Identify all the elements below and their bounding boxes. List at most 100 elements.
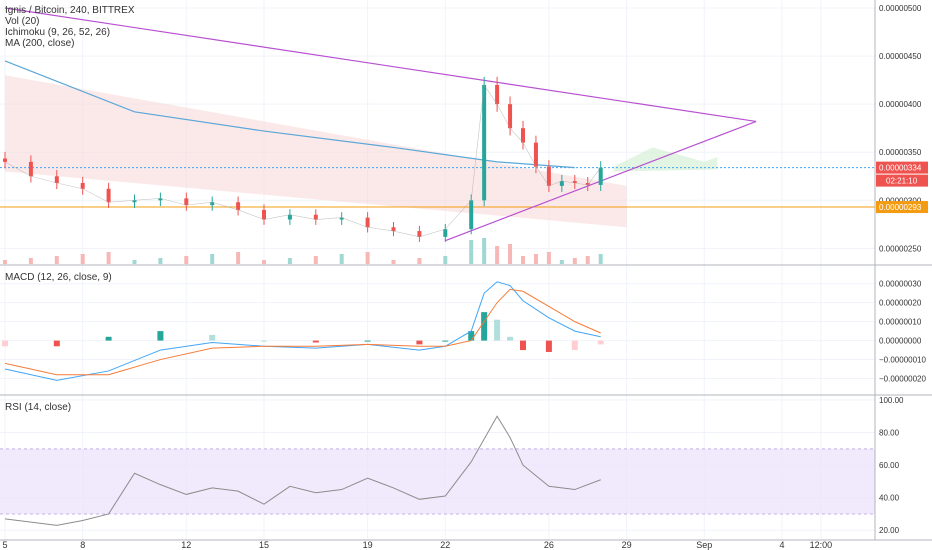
candle-body [559, 181, 564, 186]
x-tick-label: 19 [363, 540, 373, 550]
volume-bar [417, 258, 422, 264]
macd-tick-label: 0.00000000 [879, 337, 922, 346]
volume-bar [559, 260, 564, 264]
macd-histogram-bar [481, 312, 488, 341]
candle-body [210, 202, 215, 206]
macd-tick-label: −0.00000020 [879, 375, 926, 384]
x-tick-label: 5 [2, 540, 7, 550]
macd-histogram-bar [571, 340, 578, 351]
macd-tick-label: 0.00000030 [879, 280, 922, 289]
price-panel[interactable] [0, 7, 875, 264]
volume-bar [54, 256, 59, 264]
grid [0, 0, 875, 540]
macd-histogram-bar [468, 331, 475, 341]
macd-histogram-bar [416, 340, 423, 345]
countdown-label-box [876, 174, 928, 187]
volume-bar [391, 260, 396, 264]
candle-body [54, 176, 59, 183]
macd-histogram-bar [364, 340, 371, 342]
price-tick-label: 0.00000350 [879, 148, 922, 157]
rsi-tick-label: 60.00 [879, 461, 900, 470]
macd-panel[interactable] [2, 281, 604, 381]
volume-bar [508, 244, 513, 264]
volume-bar [313, 256, 318, 264]
volume-bar [339, 254, 344, 264]
candle-body [417, 231, 422, 237]
candle-body [236, 202, 241, 210]
candle-body [28, 161, 33, 177]
price-label-box [876, 161, 928, 174]
macd-histogram-bar [494, 319, 501, 341]
macd-histogram-bar [507, 336, 514, 341]
volume-bar [106, 252, 111, 264]
candle-body [533, 142, 538, 167]
volume-bar [572, 258, 577, 264]
volume-bar [546, 252, 551, 264]
candle-body [262, 209, 266, 220]
macd-histogram-bar [312, 340, 319, 343]
rsi-tick-label: 20.00 [879, 526, 900, 535]
x-tick-label: Sep [696, 540, 712, 550]
ichimoku-cloud [5, 75, 627, 228]
candle-body [391, 227, 396, 232]
x-tick-label: 15 [259, 540, 269, 550]
x-tick-label: 29 [622, 540, 632, 550]
volume-bar [287, 258, 292, 264]
macd-histogram-bar [520, 340, 526, 351]
x-tick-label: 22 [440, 540, 450, 550]
rsi-tick-label: 40.00 [879, 494, 900, 503]
x-tick-label: 12 [181, 540, 191, 550]
volume-bar [585, 256, 590, 264]
candle-body [469, 200, 474, 230]
close-line [4, 84, 601, 238]
x-tick-label: 12:00 [810, 540, 833, 550]
candle-body [287, 214, 292, 220]
macd-histogram-bar [53, 340, 60, 347]
volume-bar [236, 252, 241, 264]
macd-tick-label: 0.00000020 [879, 299, 922, 308]
candle-body [313, 214, 318, 220]
price-legend: Ignis / Bitcoin, 240, BITTREX Vol (20) I… [5, 5, 135, 49]
volume-bar [80, 254, 85, 264]
candle-body [482, 84, 487, 201]
volume-bar [262, 260, 266, 264]
rsi-line [4, 415, 601, 526]
rsi-panel[interactable] [0, 415, 875, 526]
ma200-line [4, 60, 575, 169]
candle-body [495, 84, 500, 105]
x-tick-label: 8 [80, 540, 85, 550]
candle-body [598, 167, 603, 185]
rsi-band [0, 448, 875, 514]
candle-body [184, 198, 189, 206]
macd-signal-line [4, 288, 601, 376]
volume-bar [482, 238, 487, 264]
rsi-tick-label: 80.00 [879, 429, 900, 438]
countdown-label: 02:21:10 [886, 177, 918, 186]
rsi-legend: RSI (14, close) [5, 402, 72, 413]
macd-histogram-bar [157, 331, 164, 341]
x-tick-label: 4 [779, 540, 784, 550]
macd-histogram-bar [209, 334, 216, 341]
candle-body [585, 183, 590, 185]
macd-histogram-bar [261, 340, 267, 342]
volume-bar [533, 254, 538, 264]
volume-bar [365, 252, 370, 264]
price-tick-label: 0.00000400 [879, 100, 922, 109]
candle-body [339, 217, 344, 220]
candle-body [106, 188, 111, 203]
rsi-tick-label: 100.00 [879, 396, 904, 405]
volume-bar [521, 256, 525, 264]
chart-title: Ignis / Bitcoin, 240, BITTREX [5, 5, 135, 16]
price-tick-label: 0.00000500 [879, 4, 922, 13]
candle-body [572, 181, 577, 183]
ichimoku-cloud-future [613, 147, 718, 172]
indicator-ichimoku: Ichimoku (9, 26, 52, 26) [5, 27, 111, 38]
candle-body [546, 166, 551, 186]
volume-bar [158, 258, 163, 264]
volume-bar [469, 240, 474, 264]
trendline [4, 7, 757, 123]
indicator-ma: MA (200, close) [5, 38, 75, 49]
price-label-box [876, 201, 928, 214]
